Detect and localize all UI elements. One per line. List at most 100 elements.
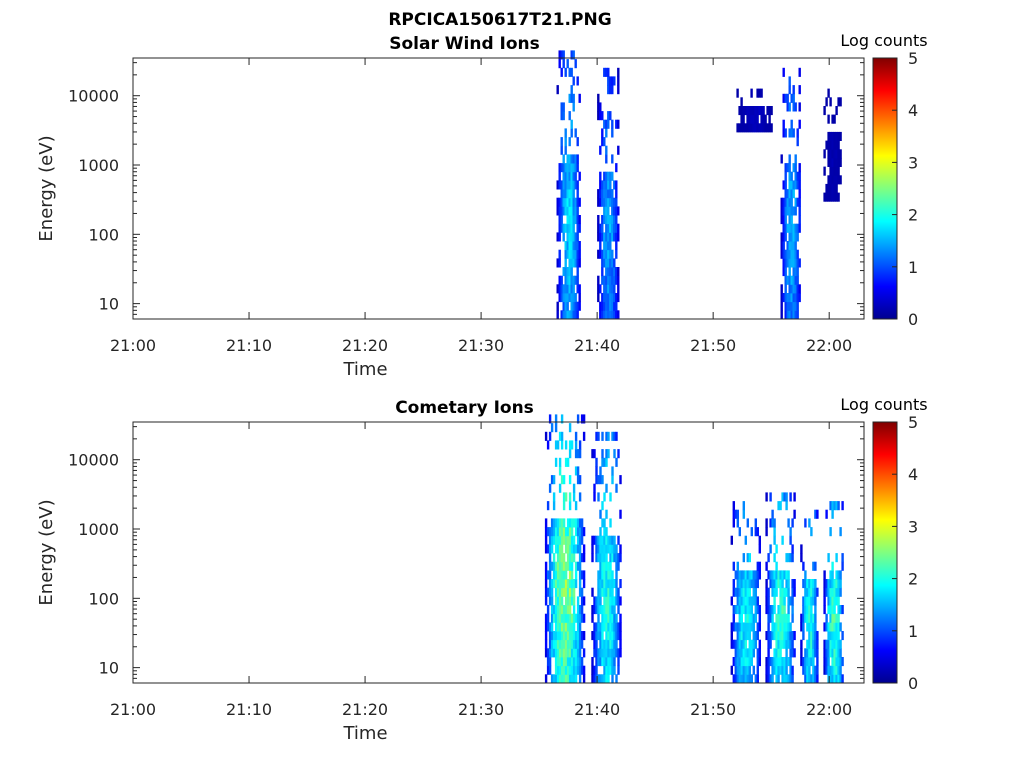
data-cell	[566, 215, 569, 225]
y-tick-label: 100	[88, 225, 119, 244]
y-tick-label: 100	[88, 589, 119, 608]
data-cell	[619, 639, 622, 649]
data-cell	[568, 67, 571, 77]
data-cell	[825, 192, 828, 202]
x-tick-label: 21:40	[574, 336, 620, 355]
data-cell	[617, 622, 620, 632]
data-cell	[756, 622, 759, 632]
data-cell	[770, 123, 773, 133]
data-cell	[831, 140, 834, 150]
data-cell	[837, 97, 840, 107]
data-cell	[609, 180, 612, 190]
data-cell	[754, 527, 757, 537]
data-cell	[560, 527, 564, 537]
data-cell	[833, 639, 836, 649]
data-cell	[597, 648, 600, 658]
data-cell	[833, 605, 836, 615]
data-cell	[748, 596, 751, 606]
data-cell	[736, 509, 739, 519]
data-cell	[810, 613, 813, 623]
data-cell	[554, 587, 558, 597]
data-cell	[756, 88, 759, 98]
data-cell	[615, 457, 618, 467]
data-cell	[556, 605, 560, 615]
data-cell	[605, 579, 608, 589]
data-cell	[613, 648, 616, 658]
data-cell	[793, 579, 796, 589]
data-cell	[752, 123, 755, 133]
data-cell	[546, 613, 550, 623]
data-cell	[593, 639, 596, 649]
data-cell	[825, 657, 828, 667]
data-cell	[738, 657, 741, 667]
data-cell	[837, 639, 840, 649]
data-cell	[808, 579, 811, 589]
data-cell	[607, 579, 610, 589]
data-cell	[617, 206, 620, 216]
data-cell	[615, 483, 618, 493]
data-cell	[787, 596, 790, 606]
data-cell	[767, 596, 770, 606]
data-cell	[578, 622, 582, 632]
data-cell	[816, 657, 819, 667]
data-cell	[562, 553, 566, 563]
data-cell	[595, 648, 598, 658]
data-cell	[562, 665, 566, 675]
data-cell	[767, 639, 770, 649]
data-cell	[617, 293, 620, 303]
data-cell	[758, 106, 761, 116]
data-cell	[603, 544, 606, 554]
data-cell	[730, 631, 733, 641]
data-cell	[603, 492, 606, 502]
data-cell	[736, 631, 739, 641]
data-cell	[558, 605, 562, 615]
data-cell	[808, 587, 811, 597]
data-cell	[784, 301, 787, 311]
data-cell	[603, 579, 606, 589]
data-cell	[736, 518, 739, 528]
data-cell	[550, 648, 554, 658]
data-cell	[560, 475, 564, 485]
data-cell	[591, 449, 594, 459]
data-cell	[556, 440, 560, 450]
data-cell	[788, 258, 791, 268]
data-cell	[617, 85, 620, 95]
data-cell	[829, 140, 832, 150]
data-cell	[804, 587, 807, 597]
data-cell	[574, 241, 577, 251]
data-cell	[601, 475, 604, 485]
data-cell	[785, 622, 788, 632]
data-cell	[601, 639, 604, 649]
data-cell	[568, 440, 572, 450]
data-cell	[556, 639, 560, 649]
data-cell	[773, 518, 776, 528]
data-cell	[732, 639, 735, 649]
data-cell	[798, 171, 801, 181]
data-cell	[750, 570, 753, 580]
data-cell	[808, 596, 811, 606]
data-cell	[787, 570, 790, 580]
data-cell	[730, 535, 733, 545]
data-cell	[599, 180, 602, 190]
data-cell	[548, 483, 552, 493]
data-cell	[550, 674, 554, 684]
data-cell	[812, 587, 815, 597]
data-cell	[777, 622, 780, 632]
data-cell	[580, 613, 584, 623]
data-cell	[740, 570, 743, 580]
data-cell	[568, 605, 572, 615]
data-cell	[787, 553, 790, 563]
data-cell	[784, 293, 787, 303]
data-cell	[578, 561, 582, 571]
data-cell	[788, 180, 791, 190]
data-cell	[767, 665, 770, 675]
x-tick-label: 21:50	[690, 700, 736, 719]
data-cell	[605, 232, 608, 242]
data-cell	[566, 310, 569, 320]
data-cell	[823, 570, 826, 580]
data-cell	[825, 509, 828, 519]
data-cell	[825, 97, 828, 107]
data-cell	[788, 241, 791, 251]
data-cell	[742, 605, 745, 615]
data-cell	[767, 613, 770, 623]
